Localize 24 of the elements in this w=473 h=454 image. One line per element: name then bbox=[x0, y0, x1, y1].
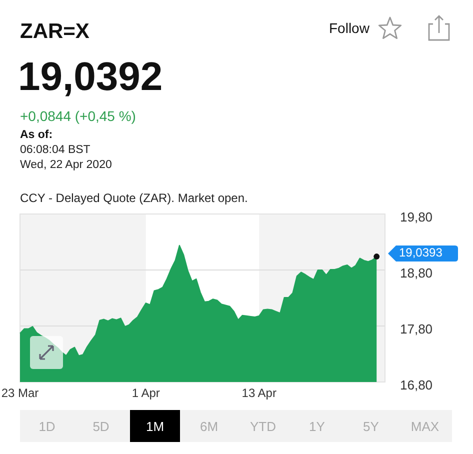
text: +0,0844 (+0,45 %) bbox=[20, 108, 136, 124]
text: Follow bbox=[329, 20, 370, 36]
chart-title: ZAR=X bbox=[20, 20, 90, 43]
y-tick-label: 17,80 bbox=[400, 321, 433, 336]
text: 06:08:04 BST bbox=[20, 144, 90, 156]
text: 1Y bbox=[309, 419, 326, 434]
chart-subtitle: 19,0392 bbox=[18, 55, 163, 99]
text: Wed, 22 Apr 2020 bbox=[20, 159, 112, 171]
text: MAX bbox=[410, 419, 440, 434]
text: 6M bbox=[200, 419, 218, 434]
y-tick-label: 16,80 bbox=[400, 377, 433, 392]
y-tick-label: 18,80 bbox=[400, 265, 433, 280]
text: 19,0393 bbox=[399, 246, 443, 260]
text: 1M bbox=[146, 419, 164, 434]
text: As of: bbox=[20, 129, 53, 141]
text: 5D bbox=[92, 419, 110, 434]
text: CCY - Delayed Quote (ZAR). Market open. bbox=[20, 191, 248, 205]
text: 5Y bbox=[363, 419, 380, 434]
text: YTD bbox=[250, 419, 276, 434]
text: 1D bbox=[38, 419, 56, 434]
x-tick-label: 1 Apr bbox=[132, 386, 160, 400]
y-tick-label: 19,80 bbox=[400, 209, 433, 224]
x-tick-label: 23 Mar bbox=[1, 386, 39, 400]
x-tick-label: 13 Apr bbox=[242, 386, 276, 400]
